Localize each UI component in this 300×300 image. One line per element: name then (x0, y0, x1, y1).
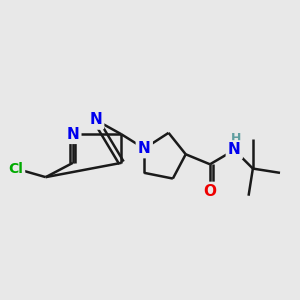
Text: H: H (230, 131, 241, 145)
Text: O: O (203, 184, 217, 199)
Text: N: N (228, 142, 241, 158)
Text: N: N (89, 112, 102, 128)
Text: N: N (67, 127, 79, 142)
Text: N: N (138, 141, 151, 156)
Text: Cl: Cl (8, 162, 23, 176)
